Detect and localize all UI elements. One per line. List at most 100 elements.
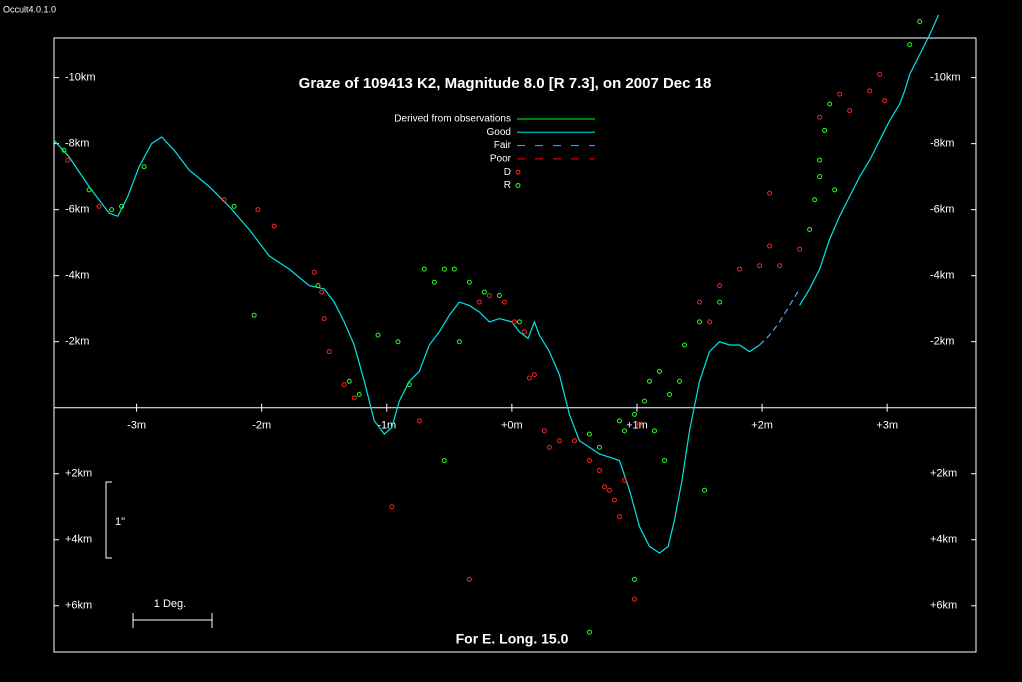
legend-label: Derived from observations: [394, 114, 511, 125]
event-marker: [486, 292, 492, 298]
event-marker: [141, 164, 147, 170]
event-marker: [777, 263, 783, 269]
y-tick-label: -8km: [930, 138, 954, 150]
y-tick-label: -4km: [65, 270, 89, 282]
event-marker: [96, 203, 102, 209]
event-marker: [86, 187, 92, 193]
event-marker: [677, 378, 683, 384]
event-marker: [501, 299, 507, 305]
event-marker: [651, 428, 657, 434]
event-marker: [451, 266, 457, 272]
event-marker: [611, 497, 617, 503]
event-marker: [319, 289, 325, 295]
y-tick-label: +4km: [65, 534, 92, 546]
event-marker: [656, 368, 662, 374]
event-marker: [65, 157, 71, 163]
event-marker: [596, 467, 602, 473]
legend-label: Fair: [494, 140, 512, 151]
event-marker: [877, 71, 883, 77]
event-marker: [61, 147, 67, 153]
event-marker: [822, 127, 828, 133]
window-title: Occult4.0.1.0: [3, 4, 56, 14]
event-marker: [476, 299, 482, 305]
event-marker: [646, 378, 652, 384]
footer: For E. Long. 15.0: [456, 631, 569, 647]
legend-label: Good: [487, 127, 511, 138]
event-marker: [827, 101, 833, 107]
event-marker: [351, 395, 357, 401]
y-tick-label: +2km: [65, 468, 92, 480]
event-marker: [907, 42, 913, 48]
event-marker: [255, 207, 261, 213]
event-marker: [496, 292, 502, 298]
event-marker: [717, 299, 723, 305]
event-marker: [466, 576, 472, 582]
event-marker: [621, 428, 627, 434]
event-marker: [421, 266, 427, 272]
x-tick-label: -3m: [127, 420, 146, 432]
profile-line: [759, 288, 801, 346]
event-marker: [697, 299, 703, 305]
event-marker: [416, 418, 422, 424]
event-marker: [531, 372, 537, 378]
event-marker: [556, 438, 562, 444]
y-tick-label: -8km: [65, 138, 89, 150]
scale-bar-vertical: [105, 481, 112, 559]
plot-frame: [53, 37, 977, 653]
event-marker: [441, 266, 447, 272]
x-tick-label: +1m: [626, 420, 648, 432]
event-marker: [867, 88, 873, 94]
event-marker: [251, 312, 257, 318]
event-marker: [315, 283, 321, 289]
event-marker: [847, 108, 853, 114]
event-marker: [797, 246, 803, 252]
event-marker: [641, 398, 647, 404]
event-marker: [636, 421, 642, 427]
event-marker: [431, 279, 437, 285]
event-marker: [596, 444, 602, 450]
y-tick-label: -6km: [930, 204, 954, 216]
y-tick-label: -10km: [65, 72, 96, 84]
event-marker: [917, 18, 923, 24]
event-marker: [109, 207, 115, 213]
event-marker: [481, 289, 487, 295]
event-marker: [817, 174, 823, 180]
x-tick-label: +2m: [751, 420, 773, 432]
event-marker: [707, 319, 713, 325]
event-marker: [606, 487, 612, 493]
event-marker: [767, 243, 773, 249]
event-marker: [586, 431, 592, 437]
y-tick-label: +2km: [930, 468, 957, 480]
event-marker: [717, 283, 723, 289]
event-marker: [616, 418, 622, 424]
legend-label: D: [504, 167, 511, 178]
event-marker: [231, 203, 237, 209]
event-marker: [456, 339, 462, 345]
event-marker: [702, 487, 708, 493]
event-marker: [356, 392, 362, 398]
event-marker: [406, 382, 412, 388]
event-marker: [601, 484, 607, 490]
event-marker: [812, 197, 818, 203]
event-marker: [616, 514, 622, 520]
y-tick-label: -2km: [65, 336, 89, 348]
event-marker: [817, 157, 823, 163]
y-tick-label: -2km: [930, 336, 954, 348]
legend-swatch: [515, 169, 521, 175]
event-marker: [631, 411, 637, 417]
y-tick-label: -6km: [65, 204, 89, 216]
x-tick-label: +3m: [876, 420, 898, 432]
scale-label: 1 Deg.: [154, 598, 186, 610]
event-marker: [586, 458, 592, 464]
event-marker: [341, 382, 347, 388]
event-marker: [395, 339, 401, 345]
event-marker: [882, 98, 888, 104]
event-marker: [667, 392, 673, 398]
event-marker: [326, 349, 332, 355]
event-marker: [757, 263, 763, 269]
x-tick-label: -2m: [252, 420, 271, 432]
y-tick-label: -10km: [930, 72, 961, 84]
event-marker: [526, 375, 532, 381]
